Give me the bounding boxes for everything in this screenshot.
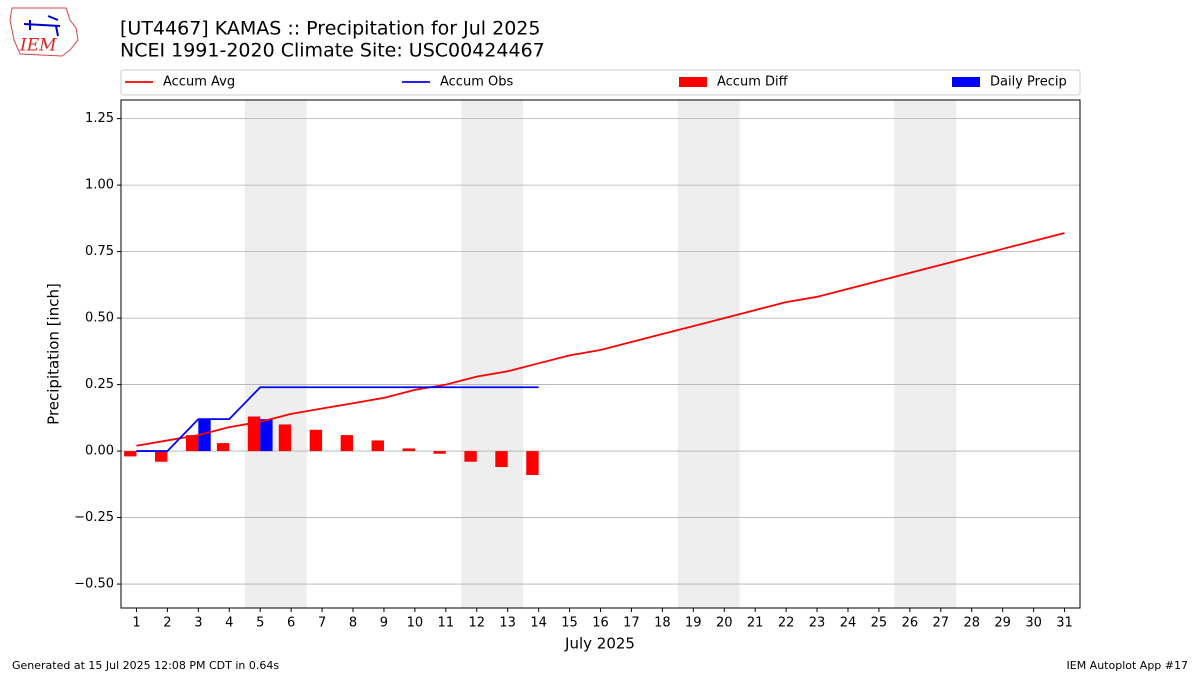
x-tick-label: 31 [1056,616,1073,631]
x-tick-label: 7 [318,616,326,631]
x-tick-label: 5 [256,616,264,631]
y-tick-label: −0.50 [74,577,114,592]
bar [185,435,199,452]
logo-outline [9,7,79,57]
bar [464,451,477,462]
footer-right: IEM Autoplot App #17 [1067,659,1189,672]
y-tick-label: 0.25 [85,377,114,392]
x-tick-label: 13 [499,616,516,631]
x-tick-label: 14 [530,616,547,631]
x-tick-label: 23 [809,616,826,631]
y-tick-label: 0.50 [85,311,114,326]
chart-title: [UT4467] KAMAS :: Precipitation for Jul … [120,18,540,40]
bar [340,435,354,452]
x-tick-label: 20 [716,616,733,631]
bar [124,451,137,457]
weekend-shade [461,100,524,608]
bar [260,419,273,452]
y-tick-label: 0.75 [85,244,114,259]
x-tick-label: 27 [933,616,950,631]
plot-area [121,100,1080,608]
x-tick-label: 10 [407,616,424,631]
x-tick-label: 30 [1025,616,1042,631]
x-tick-label: 21 [747,616,764,631]
y-axis-label: Precipitation [inch] [45,283,63,425]
chart-subtitle: NCEI 1991-2020 Climate Site: USC00424467 [120,40,545,62]
logo: IEM [9,7,79,57]
bar [495,451,508,468]
footer-left: Generated at 15 Jul 2025 12:08 PM CDT in… [12,659,279,672]
bar [309,429,323,452]
y-tick-label: 1.25 [85,111,114,126]
x-tick-label: 9 [380,616,388,631]
x-tick-label: 2 [163,616,171,631]
x-tick-label: 3 [194,616,202,631]
x-tick-label: 16 [592,616,609,631]
x-tick-label: 17 [623,616,640,631]
logo-icon [23,15,61,37]
x-tick-label: 4 [225,616,233,631]
legend-box [120,69,1081,96]
legend-swatch [952,77,980,87]
plot-frame [120,99,1081,609]
logo-text: IEM [19,36,57,56]
legend-swatch [679,77,707,87]
weekend-shade [677,100,740,608]
x-tick-label: 11 [438,616,455,631]
bar [526,451,539,476]
y-tick-label: 1.00 [85,178,114,193]
weekend-shade [244,100,307,608]
bar [247,416,261,452]
x-tick-label: 12 [468,616,485,631]
bar [371,440,384,452]
bar [278,424,292,452]
x-tick-label: 19 [685,616,702,631]
legend-label: Accum Diff [717,75,789,90]
line [136,386,539,452]
x-tick-label: 29 [994,616,1011,631]
x-tick-label: 28 [963,616,980,631]
bar [155,451,168,462]
x-tick-label: 26 [902,616,919,631]
y-tick-label: 0.00 [85,444,114,459]
legend-label: Accum Avg [163,75,235,90]
bar [433,451,446,454]
bar [198,419,211,452]
bar [402,448,415,452]
x-tick-label: 6 [287,616,295,631]
x-tick-label: 25 [871,616,888,631]
bar [216,443,230,452]
legend-label: Accum Obs [440,75,513,90]
x-tick-label: 24 [840,616,857,631]
x-tick-label: 22 [778,616,795,631]
x-tick-label: 15 [561,616,578,631]
legend-label: Daily Precip [990,75,1067,90]
x-tick-label: 8 [349,616,357,631]
line [136,232,1065,447]
weekend-shade [894,100,957,608]
x-tick-label: 1 [132,616,140,631]
x-tick-label: 18 [654,616,671,631]
x-axis-label: July 2025 [564,635,635,653]
y-tick-label: −0.25 [74,510,114,525]
